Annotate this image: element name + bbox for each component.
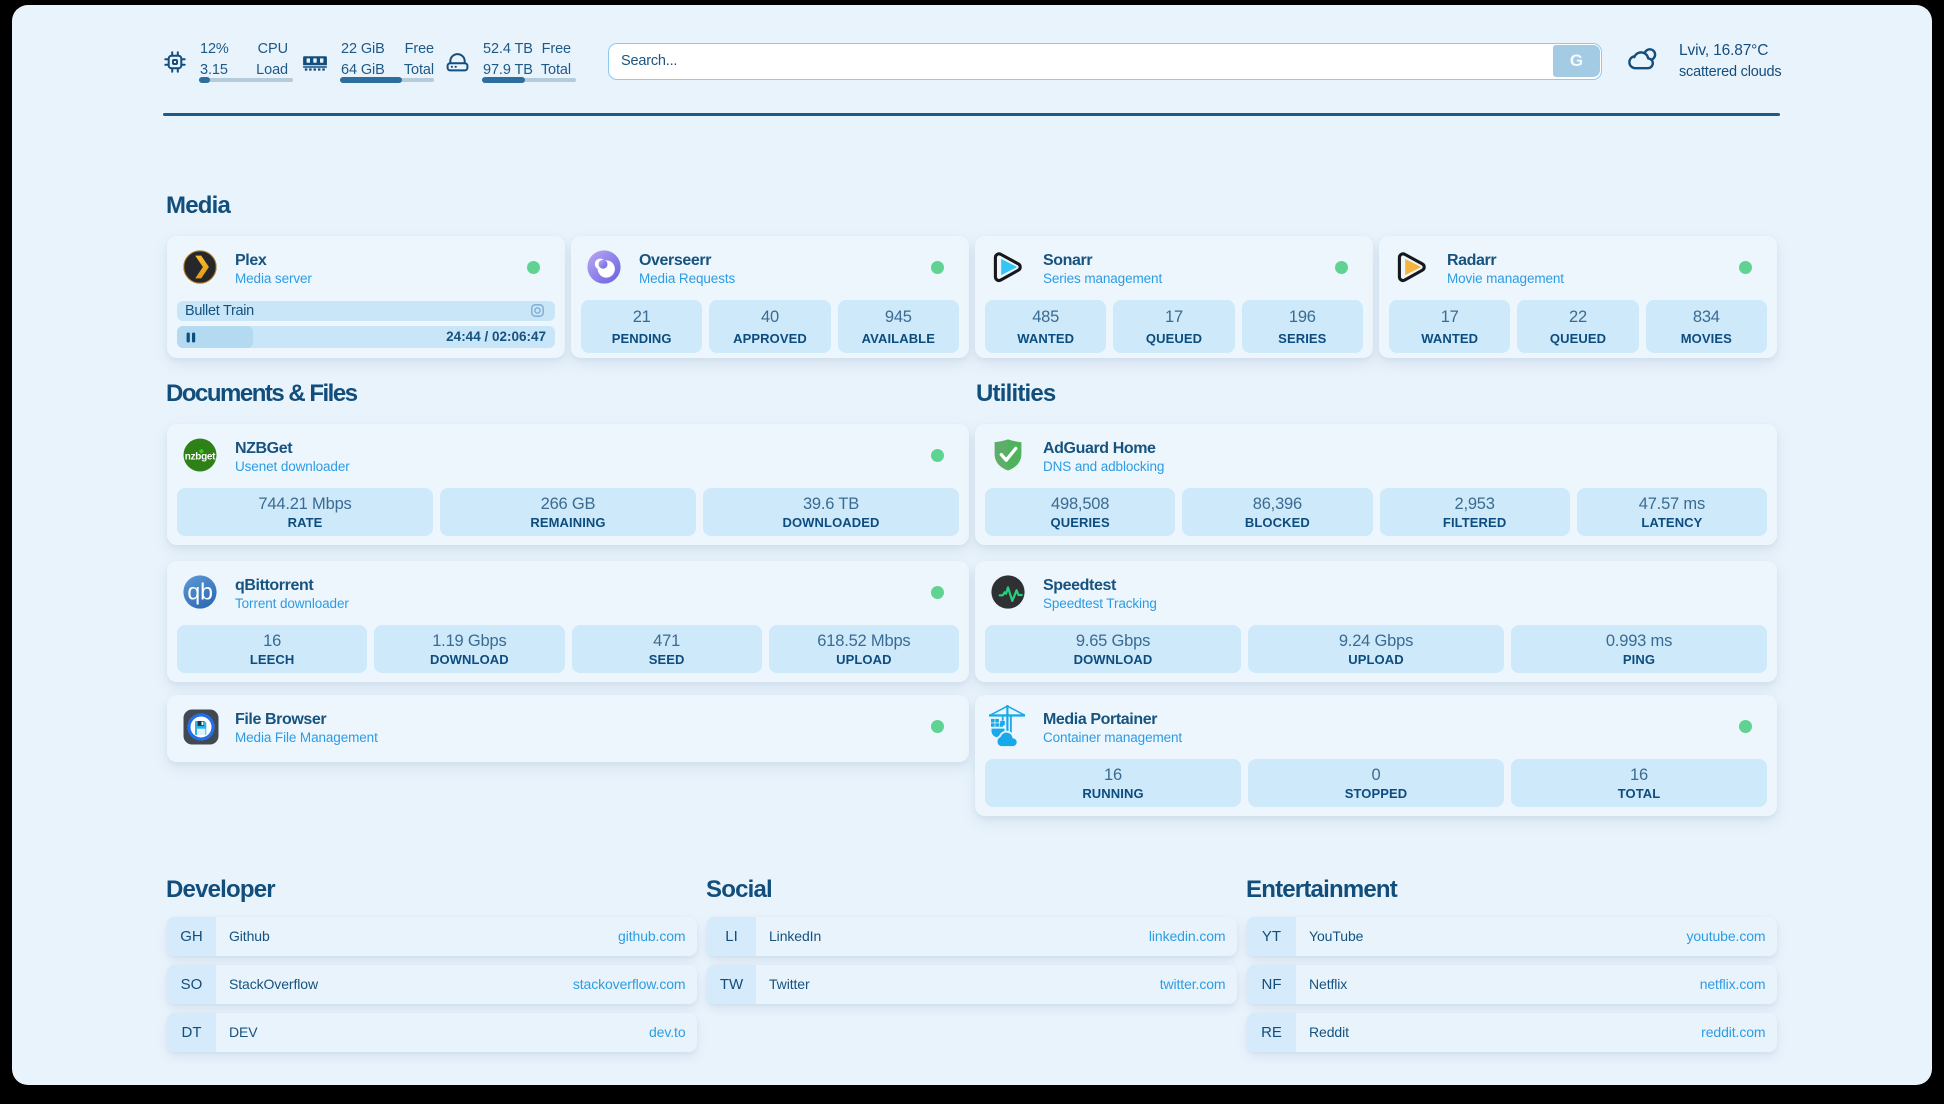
svg-text:nzbget: nzbget (185, 451, 216, 462)
svg-text:qb: qb (187, 579, 213, 605)
